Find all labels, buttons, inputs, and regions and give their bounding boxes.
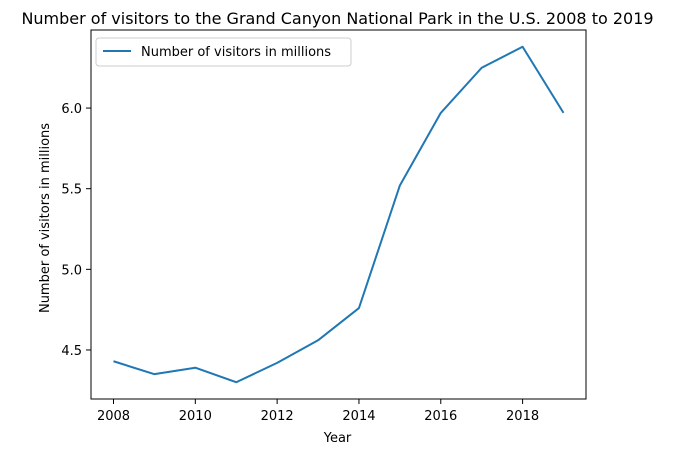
y-tick-label: 6.0 [61,102,82,117]
legend-frame [95,37,352,67]
chart-title: Number of visitors to the Grand Canyon N… [21,9,653,28]
y-tick-label: 5.0 [61,263,82,278]
x-tick-label: 2008 [97,409,130,424]
legend: Number of visitors in millions [95,37,352,67]
y-tick-label: 4.5 [61,344,82,359]
y-tick-label: 5.5 [61,183,82,198]
x-axis-label: Year [323,431,352,446]
y-axis-label: Number of visitors in millions [38,123,53,313]
axes-frame [90,29,587,400]
series-line [113,45,565,384]
x-tick-label: 2010 [179,409,212,424]
x-tick-label: 2012 [261,409,294,424]
plot-area: 2008 2010 2012 2014 2016 2018 4.5 5.0 5.5 6.0 [61,29,587,424]
x-tick-label: 2014 [342,409,375,424]
legend-series-label: Number of visitors in millions [141,45,331,60]
x-tick-label: 2018 [506,409,539,424]
x-tick-label: 2016 [424,409,457,424]
